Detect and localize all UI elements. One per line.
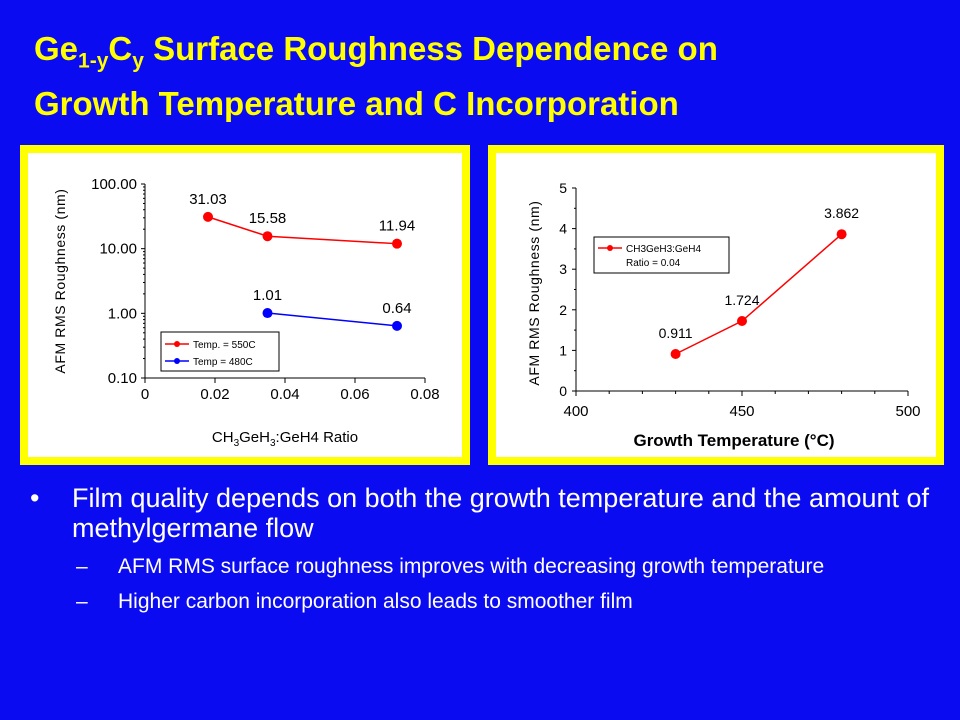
data-point [392, 320, 402, 331]
y-tick-label: 0 [559, 383, 567, 399]
sub-bullet-item: – Higher carbon incorporation also leads… [30, 590, 940, 613]
y-tick-label: 100.00 [91, 176, 137, 193]
legend-label: CH3GeH3:GeH4 [626, 244, 701, 255]
title-text: Ge [34, 30, 79, 67]
title-line-1: Ge1-yCy Surface Roughness Dependence on [34, 28, 934, 83]
x-tick-label: 0.06 [340, 386, 369, 403]
title-subscript: 1-y [78, 49, 109, 73]
y-axis-title: AFM RMS Roughness (nm) [52, 188, 68, 373]
bullet-item-main: • Film quality depends on both the growt… [30, 483, 940, 543]
legend-marker [607, 245, 613, 251]
chart-panel-right: 0 1 2 3 4 5 400 450 500 AFM RMS Roughness (nm) Gro… [496, 153, 936, 457]
data-point [392, 238, 402, 249]
series-line [207, 216, 398, 245]
data-point [262, 308, 273, 319]
x-tick-label: 0.02 [200, 386, 229, 403]
x-axis-title-part: CH [212, 429, 234, 446]
legend-label: Temp = 480C [193, 357, 253, 368]
data-label: 0.64 [382, 300, 411, 317]
y-tick-label: 2 [559, 302, 567, 318]
x-tick-label: 0.08 [410, 386, 439, 403]
x-tick-label: 450 [729, 403, 754, 420]
x-axis-title: CH3GeH3:GeH4 Ratio [212, 429, 358, 449]
data-label: 15.58 [249, 210, 287, 227]
data-point [836, 229, 847, 240]
y-tick-label: 0.10 [108, 370, 137, 387]
y-tick-label: 5 [559, 180, 567, 196]
legend-marker [174, 341, 180, 347]
dash-marker: – [76, 555, 88, 578]
series-line [267, 312, 398, 327]
y-axis-title: AFM RMS Roughness (nm) [526, 200, 542, 385]
legend-label: Ratio = 0.04 [626, 258, 681, 269]
chart-frame-right: 0 1 2 3 4 5 400 450 500 AFM RMS Roughness (nm) Gro… [488, 145, 944, 465]
title-subscript: y [132, 49, 144, 73]
legend-box [160, 331, 280, 372]
data-label: 1.724 [724, 292, 759, 308]
x-axis-title-part: GeH [239, 429, 270, 446]
chart-panel-left: 0.10 1.00 10.00 100.00 0 0.02 0.04 0.06 0.08 AFM … [28, 153, 462, 457]
x-axis-title-subscript: 3 [270, 438, 276, 449]
x-axis-title-part: :GeH4 Ratio [276, 429, 359, 446]
title-line-2: Growth Temperature and C Incorporation [34, 84, 679, 122]
y-tick-label: 1.00 [108, 305, 137, 322]
sub-bullet-text: AFM RMS surface roughness improves with … [118, 555, 825, 578]
x-axis-title-subscript: 3 [234, 438, 240, 449]
slide-title: Ge1-yCy Surface Roughness Dependence on … [34, 28, 934, 125]
y-tick-label: 4 [559, 221, 567, 237]
x-tick-label: 0.04 [270, 386, 299, 403]
data-point [262, 231, 273, 242]
data-point [737, 316, 747, 327]
y-tick-label: 3 [559, 261, 567, 277]
x-tick-label: 0 [141, 386, 149, 403]
y-tick-label: 10.00 [99, 241, 137, 258]
bullet-text: Film quality depends on both the growth … [72, 483, 930, 543]
dash-marker: – [76, 590, 88, 613]
bullet-list: • Film quality depends on both the growt… [30, 483, 940, 613]
title-text: Surface Roughness Dependence on [143, 30, 718, 67]
data-point [670, 349, 681, 360]
bullet-marker: • [30, 483, 40, 513]
chart-right: 0 1 2 3 4 5 400 450 500 AFM RMS Roughness (nm) Gro… [526, 180, 921, 450]
legend-box [593, 236, 730, 274]
chart-frame-left: 0.10 1.00 10.00 100.00 0 0.02 0.04 0.06 0.08 AFM … [20, 145, 470, 465]
x-tick-label: 500 [895, 403, 920, 420]
data-label: 3.862 [824, 205, 859, 221]
data-point [203, 211, 213, 222]
data-label: 31.03 [189, 191, 227, 208]
data-label: 0.911 [659, 325, 693, 341]
legend-marker [174, 358, 180, 364]
data-label: 11.94 [379, 218, 415, 235]
sub-bullet-item: – AFM RMS surface roughness improves wit… [30, 555, 940, 578]
y-tick-label: 1 [559, 342, 567, 358]
title-text: C [108, 30, 133, 67]
x-axis-title: Growth Temperature (°C) [633, 431, 834, 450]
x-tick-label: 400 [563, 403, 588, 420]
data-label: 1.01 [253, 287, 282, 304]
chart-left: 0.10 1.00 10.00 100.00 0 0.02 0.04 0.06 0.08 AFM … [52, 176, 440, 449]
sub-bullet-text: Higher carbon incorporation also leads t… [118, 590, 633, 613]
legend-label: Temp. = 550C [193, 340, 256, 351]
